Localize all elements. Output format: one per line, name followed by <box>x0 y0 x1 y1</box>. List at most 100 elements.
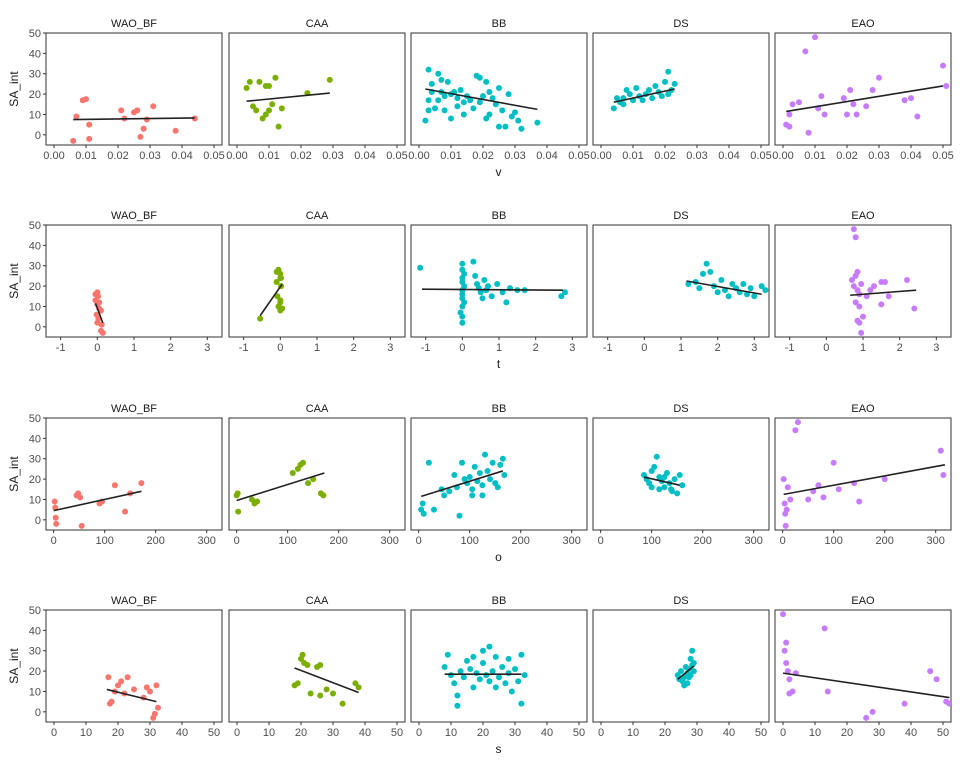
data-point <box>489 668 496 675</box>
data-point <box>780 611 786 618</box>
data-point <box>124 674 131 681</box>
y-tick-label: 40 <box>29 48 41 60</box>
data-point <box>518 700 525 707</box>
data-point <box>885 293 892 300</box>
data-point <box>143 684 150 691</box>
data-point <box>305 480 312 487</box>
panel-border <box>774 224 952 338</box>
x-tick-label: 100 <box>642 535 660 547</box>
data-point <box>257 315 264 322</box>
x-tick-label: 0 <box>641 342 647 354</box>
panel-EAO-s: EAO 0 10 20 30 40 50 <box>774 595 952 739</box>
data-point <box>460 674 467 681</box>
data-point <box>494 484 501 491</box>
fit-line <box>73 117 195 121</box>
data-point <box>665 91 672 98</box>
x-tick-label: 20 <box>477 727 489 739</box>
x-tick-label: 0.00 <box>226 150 247 162</box>
facet-row-s: SA_int 0 10 20 30 40 50 s WAO_BF 0 10 20 30 40 50 CAA 0 1… <box>7 595 952 756</box>
data-point <box>512 666 518 673</box>
data-point <box>86 121 93 128</box>
data-point <box>428 80 435 87</box>
x-tick-label: 2 <box>897 342 903 354</box>
data-point <box>485 283 491 290</box>
panel-EAO-t: EAO -1 0 1 2 3 <box>774 210 952 354</box>
data-point <box>499 107 506 114</box>
panel-CAA-s: CAA 0 10 20 30 40 50 <box>228 595 406 739</box>
data-point <box>821 111 828 118</box>
data-point <box>289 469 296 476</box>
panel-border <box>592 609 770 723</box>
x-tick-label: 0.05 <box>203 150 224 162</box>
data-point <box>784 668 791 675</box>
x-tick-label: 300 <box>745 535 763 547</box>
x-tick-label: 0.04 <box>900 150 921 162</box>
data-point <box>856 498 863 505</box>
data-point <box>441 107 448 114</box>
x-tick-label: 0.05 <box>932 150 953 162</box>
data-point <box>441 492 448 499</box>
x-tick-label: 0.01 <box>804 150 825 162</box>
data-point <box>466 474 473 481</box>
y-tick-label: 50 <box>29 28 41 40</box>
facet-strip-label: WAO_BF <box>111 595 157 607</box>
x-tick-label: 40 <box>541 727 553 739</box>
y-tick-label: 30 <box>29 261 41 273</box>
data-point <box>480 659 486 666</box>
data-point <box>272 74 279 81</box>
x-tick-label: 30 <box>327 727 339 739</box>
data-point <box>307 690 314 697</box>
data-point <box>762 287 769 294</box>
facet-strip-label: DS <box>673 403 688 415</box>
data-point <box>479 295 486 302</box>
data-point <box>674 490 681 497</box>
panel-border <box>228 417 406 531</box>
data-point <box>787 496 794 503</box>
data-point <box>850 101 857 108</box>
fit-line <box>294 667 359 694</box>
x-tick-label: 0 <box>598 535 604 547</box>
data-point <box>51 498 58 505</box>
data-point <box>122 508 129 515</box>
y-tick-label: 50 <box>29 605 41 617</box>
data-point <box>425 97 432 104</box>
data-point <box>668 486 675 493</box>
data-point <box>275 123 282 130</box>
data-point <box>633 84 640 91</box>
data-point <box>518 125 525 132</box>
data-point <box>703 260 710 267</box>
x-tick-label: 0 <box>823 342 829 354</box>
fit-line <box>782 672 950 699</box>
data-point <box>853 111 860 118</box>
data-point <box>651 463 658 470</box>
fit-line <box>643 476 680 486</box>
data-point <box>782 522 789 529</box>
y-tick-label: 50 <box>29 220 41 232</box>
data-point <box>486 111 493 118</box>
data-point <box>98 321 105 328</box>
data-point <box>470 684 477 691</box>
x-tick-label: 1 <box>860 342 866 354</box>
x-tick-label: 50 <box>208 727 220 739</box>
x-tick-label: 20 <box>841 727 853 739</box>
fit-line <box>420 470 504 498</box>
data-point <box>476 74 483 81</box>
data-point <box>747 285 754 292</box>
data-point <box>460 111 467 118</box>
data-point <box>304 661 311 668</box>
panel-border <box>45 32 223 146</box>
data-point <box>751 293 758 300</box>
data-point <box>496 674 502 681</box>
panel-BB-t: BB -1 0 1 2 3 <box>410 210 588 354</box>
facet-strip-label: BB <box>492 18 507 30</box>
data-point <box>649 95 656 102</box>
x-tick-label: 50 <box>391 727 403 739</box>
data-point <box>467 666 474 673</box>
x-tick-label: 0.00 <box>408 150 429 162</box>
data-point <box>320 492 327 499</box>
x-tick-label: 100 <box>824 535 842 547</box>
x-tick-label: 10 <box>627 727 639 739</box>
data-point <box>299 651 306 658</box>
x-tick-label: 3 <box>387 342 393 354</box>
